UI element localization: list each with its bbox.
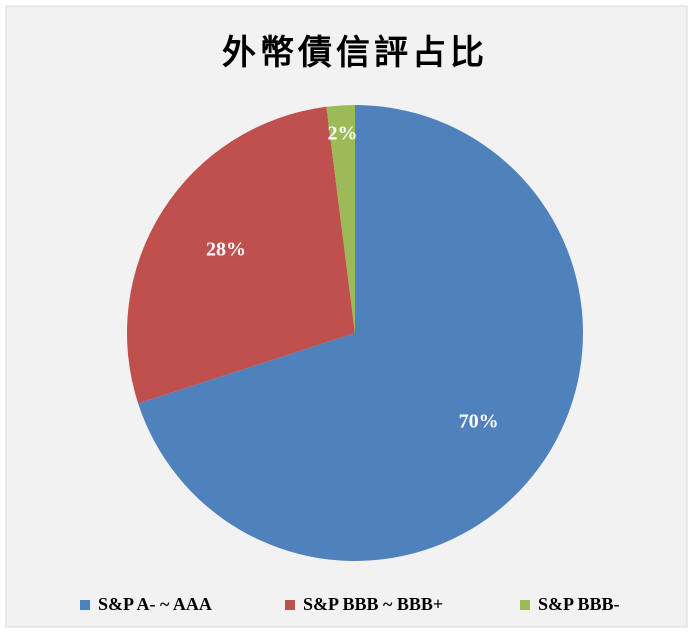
legend-label: S&P BBB-: [538, 594, 620, 614]
data-label: 70%: [459, 410, 499, 432]
data-label: 2%: [328, 123, 358, 145]
pie-slice: [326, 105, 355, 333]
pie-slice: [126, 106, 355, 404]
chart-title: 外幣債信評占比: [222, 33, 488, 73]
legend-label: S&P BBB ~ BBB+: [303, 594, 443, 614]
legend-swatch: [285, 600, 295, 610]
pie-slice: [138, 105, 583, 562]
legend-swatch: [520, 600, 530, 610]
legend-swatch: [80, 600, 90, 610]
data-label: 28%: [206, 239, 246, 261]
legend-label: S&P A- ~ AAA: [98, 594, 212, 614]
